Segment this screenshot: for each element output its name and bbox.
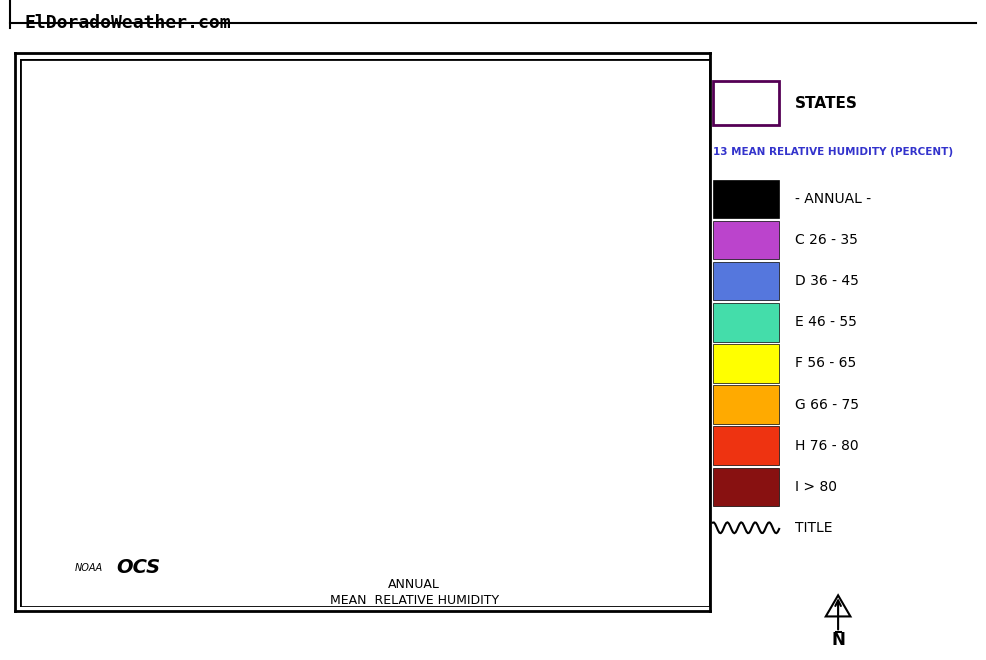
Text: H 76 - 80: H 76 - 80 — [795, 439, 859, 453]
Bar — [713, 180, 779, 218]
Text: E 46 - 55: E 46 - 55 — [795, 315, 857, 329]
Text: N: N — [831, 631, 845, 649]
Text: ElDoradoWeather.com: ElDoradoWeather.com — [25, 14, 232, 32]
Bar — [20, 59, 710, 607]
Text: TITLE: TITLE — [795, 521, 832, 535]
Text: NOAA: NOAA — [75, 562, 103, 573]
Polygon shape — [826, 595, 850, 616]
Text: D 36 - 45: D 36 - 45 — [795, 275, 859, 288]
Text: - ANNUAL -: - ANNUAL - — [795, 192, 872, 206]
Bar — [713, 221, 779, 259]
Bar — [713, 467, 779, 506]
Text: ANNUAL: ANNUAL — [388, 578, 440, 591]
Bar — [713, 385, 779, 424]
Text: F 56 - 65: F 56 - 65 — [795, 356, 857, 370]
Text: MEAN  RELATIVE HUMIDITY: MEAN RELATIVE HUMIDITY — [329, 594, 499, 607]
Text: G 66 - 75: G 66 - 75 — [795, 397, 859, 412]
Text: I > 80: I > 80 — [795, 480, 837, 494]
Text: OCS: OCS — [116, 558, 160, 577]
Bar — [713, 345, 779, 383]
Bar — [713, 81, 779, 125]
Text: 13 MEAN RELATIVE HUMIDITY (PERCENT): 13 MEAN RELATIVE HUMIDITY (PERCENT) — [713, 147, 952, 157]
Text: C 26 - 35: C 26 - 35 — [795, 233, 858, 248]
Bar — [713, 262, 779, 300]
Bar — [713, 426, 779, 465]
Text: STATES: STATES — [795, 96, 858, 111]
Bar — [713, 303, 779, 341]
